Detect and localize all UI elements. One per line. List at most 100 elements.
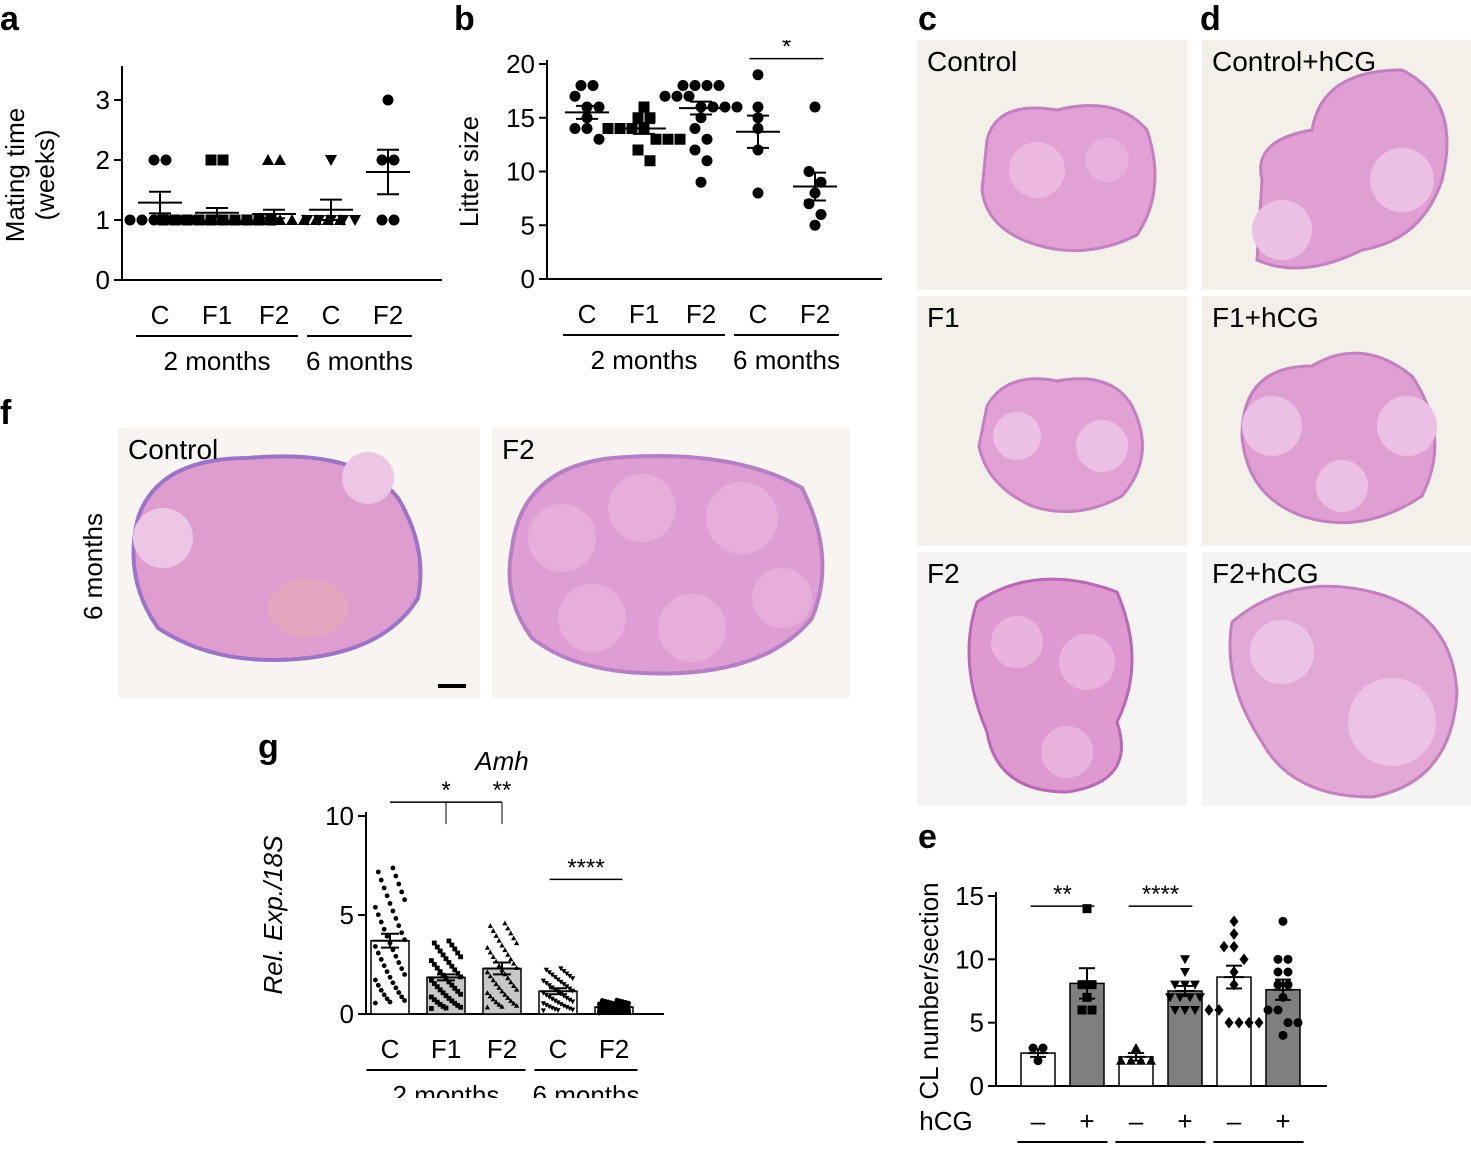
data-point (440, 990, 446, 996)
micrograph-label: Control (927, 46, 1018, 77)
data-point (650, 133, 662, 145)
x-tick-label: – (1129, 1106, 1144, 1136)
data-point (455, 950, 461, 956)
data-point (803, 166, 815, 177)
data-point (644, 155, 656, 167)
x-tick-label: F2 (487, 1034, 517, 1064)
data-point (446, 960, 452, 965)
data-point (449, 942, 455, 948)
micrograph-f-control: Control (118, 428, 480, 698)
micrograph-d-f1-hcg: F1+hCG (1202, 296, 1471, 546)
data-point (1190, 1005, 1200, 1015)
data-point (449, 963, 455, 969)
ovary-section-image (507, 454, 825, 676)
data-point (540, 1008, 547, 1014)
data-point (372, 944, 378, 949)
data-point (484, 969, 491, 975)
data-point (396, 960, 402, 965)
data-point (1146, 1055, 1156, 1065)
data-point (384, 893, 390, 899)
y-tick-label: 10 (955, 944, 984, 974)
micrograph-f-f2: F2 (492, 428, 850, 698)
panel-letter-e: e (918, 818, 937, 856)
data-point (225, 213, 239, 225)
data-point (428, 1006, 434, 1011)
data-point (490, 928, 496, 933)
x-tick-label: F2 (599, 1034, 629, 1064)
y-axis-label: (weeks) (30, 129, 60, 220)
data-point (1239, 953, 1249, 966)
data-point (455, 1003, 461, 1008)
data-point (564, 971, 570, 977)
group-label: 2 months (591, 345, 698, 370)
x-tick-label: C (749, 299, 768, 329)
micrograph-label: F1 (927, 302, 960, 333)
data-point (1278, 916, 1288, 926)
data-point (390, 980, 396, 986)
data-point (493, 999, 499, 1005)
data-point (1234, 1016, 1244, 1029)
y-tick-label: 15 (506, 103, 535, 133)
data-point (549, 996, 555, 1002)
panel-letter-g: g (258, 728, 279, 766)
data-point (599, 998, 605, 1003)
micrograph-c-f1: F1 (917, 296, 1187, 546)
data-point (513, 940, 520, 946)
data-point (1229, 928, 1239, 940)
data-point (396, 881, 402, 887)
y-tick-label: 2 (96, 145, 110, 175)
data-point (273, 213, 287, 225)
data-point (1283, 954, 1293, 964)
data-point (1229, 915, 1239, 928)
data-point (513, 1002, 520, 1008)
data-point (372, 1000, 378, 1006)
data-point (452, 1000, 458, 1006)
data-point (160, 154, 172, 166)
data-point (1273, 1005, 1283, 1015)
data-point (555, 1000, 561, 1006)
data-point (638, 101, 650, 113)
data-point (455, 988, 461, 994)
side-label: 6 months (78, 513, 108, 620)
data-point (428, 994, 434, 1000)
data-point (237, 213, 251, 225)
ovary-section-image (1240, 351, 1437, 525)
data-point (1180, 1005, 1190, 1015)
chart-title: Amh (473, 746, 528, 776)
data-point (490, 977, 496, 983)
data-point (484, 1004, 491, 1010)
data-point (511, 960, 517, 966)
data-point (552, 998, 558, 1004)
data-point (508, 998, 514, 1003)
y-axis-label: Rel. Exp./18S (258, 835, 288, 995)
significance-label: ** (493, 777, 512, 804)
data-point (458, 954, 464, 960)
data-point (496, 963, 502, 968)
data-point (193, 214, 205, 226)
data-point (300, 215, 314, 227)
data-point (1254, 1016, 1264, 1029)
data-point (390, 908, 396, 914)
x-tick-label: F2 (373, 300, 403, 330)
data-point (387, 974, 393, 980)
data-point (378, 957, 384, 962)
data-point (381, 992, 387, 998)
x-tick-label: F2 (800, 299, 830, 329)
data-point (499, 942, 505, 948)
data-point (431, 961, 437, 967)
data-point (157, 214, 169, 226)
data-point (261, 153, 275, 165)
data-point (148, 154, 160, 166)
data-point (376, 214, 388, 226)
data-point (375, 950, 381, 956)
data-point (393, 873, 399, 879)
y-tick-label: 0 (970, 1071, 984, 1101)
data-point (372, 904, 378, 910)
y-tick-label: 3 (96, 85, 110, 115)
data-point (1180, 955, 1190, 965)
data-point (213, 213, 227, 225)
data-point (487, 973, 493, 979)
ovary-section-image (131, 452, 466, 688)
data-point (384, 996, 390, 1002)
data-point (382, 94, 394, 106)
